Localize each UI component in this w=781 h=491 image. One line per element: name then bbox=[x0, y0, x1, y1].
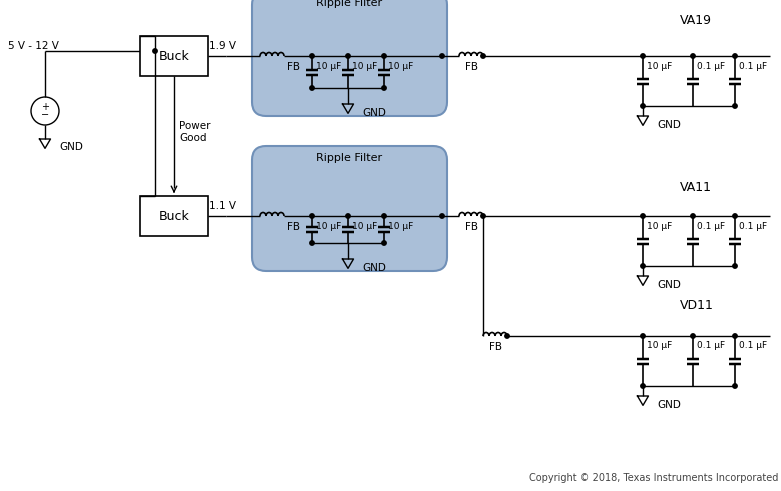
Circle shape bbox=[733, 334, 737, 338]
Text: 10 μF: 10 μF bbox=[316, 221, 341, 230]
Circle shape bbox=[733, 104, 737, 108]
Circle shape bbox=[382, 54, 386, 58]
Text: 10 μF: 10 μF bbox=[352, 221, 377, 230]
Circle shape bbox=[691, 214, 695, 218]
Text: Buck: Buck bbox=[159, 210, 189, 222]
Text: 10 μF: 10 μF bbox=[388, 61, 413, 71]
Text: 0.1 μF: 0.1 μF bbox=[739, 342, 767, 351]
Circle shape bbox=[382, 241, 386, 245]
Circle shape bbox=[310, 214, 314, 218]
Text: 10 μF: 10 μF bbox=[647, 342, 672, 351]
Circle shape bbox=[310, 241, 314, 245]
Text: 1.1 V: 1.1 V bbox=[209, 201, 236, 211]
Circle shape bbox=[382, 214, 386, 218]
FancyBboxPatch shape bbox=[252, 146, 447, 271]
Circle shape bbox=[640, 264, 645, 268]
Text: FB: FB bbox=[287, 222, 300, 232]
Circle shape bbox=[640, 384, 645, 388]
Text: Copyright © 2018, Texas Instruments Incorporated: Copyright © 2018, Texas Instruments Inco… bbox=[529, 473, 778, 483]
Circle shape bbox=[310, 54, 314, 58]
Circle shape bbox=[733, 264, 737, 268]
Text: Ripple Filter: Ripple Filter bbox=[316, 153, 383, 163]
Text: 10 μF: 10 μF bbox=[316, 61, 341, 71]
Text: +: + bbox=[41, 102, 49, 112]
Text: 10 μF: 10 μF bbox=[352, 61, 377, 71]
Circle shape bbox=[440, 54, 444, 58]
Circle shape bbox=[691, 334, 695, 338]
Text: GND: GND bbox=[362, 108, 386, 118]
Text: 10 μF: 10 μF bbox=[647, 61, 672, 71]
Text: FB: FB bbox=[465, 222, 477, 232]
Circle shape bbox=[440, 214, 444, 218]
Text: VD11: VD11 bbox=[680, 299, 714, 312]
Bar bbox=[140, 196, 208, 236]
Circle shape bbox=[346, 214, 350, 218]
Text: 10 μF: 10 μF bbox=[647, 221, 672, 230]
Text: Ripple Filter: Ripple Filter bbox=[316, 0, 383, 8]
Text: 1.9 V: 1.9 V bbox=[209, 41, 236, 51]
Text: Buck: Buck bbox=[159, 50, 189, 62]
Text: GND: GND bbox=[362, 263, 386, 273]
Circle shape bbox=[733, 214, 737, 218]
Text: FB: FB bbox=[287, 62, 300, 72]
Circle shape bbox=[640, 104, 645, 108]
Text: 0.1 μF: 0.1 μF bbox=[697, 221, 725, 230]
Text: VA11: VA11 bbox=[680, 181, 712, 194]
Circle shape bbox=[481, 214, 485, 218]
Text: 5 V - 12 V: 5 V - 12 V bbox=[8, 41, 59, 51]
Text: GND: GND bbox=[657, 280, 681, 290]
Circle shape bbox=[481, 54, 485, 58]
Text: FB: FB bbox=[465, 62, 477, 72]
Circle shape bbox=[505, 334, 509, 338]
Circle shape bbox=[733, 54, 737, 58]
Text: Power
Good: Power Good bbox=[179, 121, 211, 143]
Text: GND: GND bbox=[59, 142, 83, 152]
Text: 0.1 μF: 0.1 μF bbox=[739, 221, 767, 230]
Text: FB: FB bbox=[488, 342, 501, 352]
Circle shape bbox=[640, 54, 645, 58]
Text: GND: GND bbox=[657, 400, 681, 410]
Circle shape bbox=[691, 54, 695, 58]
Text: 0.1 μF: 0.1 μF bbox=[697, 61, 725, 71]
Circle shape bbox=[31, 97, 59, 125]
Text: VA19: VA19 bbox=[680, 14, 712, 27]
Text: GND: GND bbox=[657, 120, 681, 130]
Circle shape bbox=[640, 334, 645, 338]
Circle shape bbox=[733, 384, 737, 388]
Text: 10 μF: 10 μF bbox=[388, 221, 413, 230]
Circle shape bbox=[310, 86, 314, 90]
Circle shape bbox=[640, 214, 645, 218]
FancyBboxPatch shape bbox=[252, 0, 447, 116]
Bar bbox=[140, 36, 208, 76]
Text: 0.1 μF: 0.1 μF bbox=[697, 342, 725, 351]
Text: −: − bbox=[41, 110, 49, 120]
Circle shape bbox=[382, 86, 386, 90]
Circle shape bbox=[153, 49, 157, 53]
Circle shape bbox=[346, 54, 350, 58]
Text: 0.1 μF: 0.1 μF bbox=[739, 61, 767, 71]
